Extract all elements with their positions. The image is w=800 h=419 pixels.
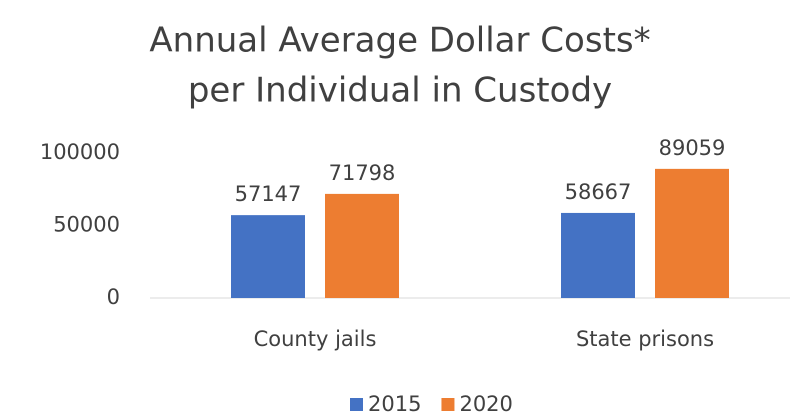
bar [655,168,729,298]
data-label: 89059 [659,136,726,160]
x-tick-label: State prisons [576,327,714,351]
bar [231,215,305,298]
y-tick-label: 50000 [53,213,120,237]
y-tick-label: 100000 [40,140,120,164]
legend-label: 2020 [459,392,512,416]
y-tick-label: 0 [107,285,120,309]
bar [325,193,399,298]
bar [561,212,635,298]
legend-swatch [441,398,455,411]
data-label: 57147 [235,182,302,206]
data-label: 71798 [329,161,396,185]
data-label: 58667 [565,180,632,204]
x-tick-label: County jails [254,327,377,351]
legend-swatch [350,398,363,411]
chart-title: Annual Average Dollar Costs* [149,21,650,61]
legend-label: 2015 [368,392,421,416]
chart-title: per Individual in Custody [188,71,612,111]
